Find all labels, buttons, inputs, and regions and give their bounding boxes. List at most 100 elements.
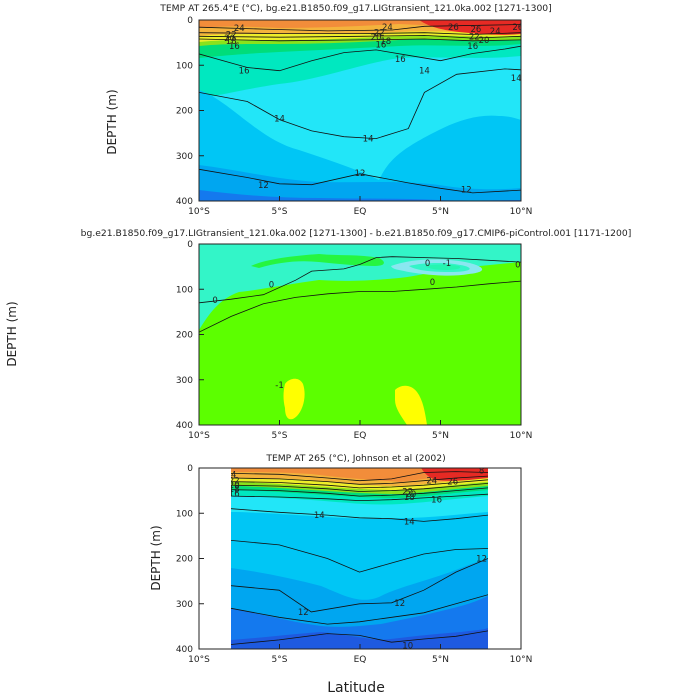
contour-label: 14 (314, 511, 325, 521)
contour-label: 0 (430, 278, 435, 288)
panel-2-y-tick-label: 100 (176, 285, 193, 295)
contour-line-0 (199, 256, 521, 304)
panel-2-axes: 10°S 5°S EQ 5°N 10°N 0 100 200 300 400 (176, 240, 533, 441)
panel-3-x-tick-label: EQ (354, 655, 367, 665)
contour-label: 24 (426, 477, 437, 487)
contour-line-12 (199, 168, 521, 194)
contour-label: 14 (419, 67, 430, 77)
panel-2-y-tick-label: 300 (176, 376, 193, 386)
x-axis-label: Latitude (327, 680, 385, 696)
contour-line-18 (231, 483, 488, 492)
contour-label: 14 (363, 135, 374, 145)
contour-label: 16 (375, 40, 386, 50)
panel-2-x-tick-label: 10°S (188, 431, 210, 441)
panel-3-y-label: DEPTH (m) (149, 525, 163, 590)
contour-label: 12 (298, 608, 309, 618)
diff-yellow-1 (283, 378, 305, 420)
contour-label: 16 (431, 496, 442, 506)
panel-1-x-tick-label: 5°N (432, 207, 449, 217)
panel-3-y-tick-label: 0 (187, 464, 193, 474)
contour-line-0 (199, 280, 521, 333)
contour-line-22 (199, 32, 521, 35)
contour-label: 14 (511, 74, 522, 84)
contour-label: 26 (447, 478, 458, 488)
contour-label: 24 (234, 24, 245, 34)
contour-line-12 (231, 558, 488, 613)
panel-3-y-tick-label: 200 (176, 555, 193, 565)
contour-label: 22 (374, 29, 385, 39)
panel-3-title: TEMP AT 265 (°C), Johnson et al (2002) (265, 453, 445, 464)
contour-label: 0 (515, 260, 520, 270)
contour-label: 16 (395, 55, 406, 65)
contour-label: 12 (258, 181, 269, 191)
contour-label: 26 (512, 23, 523, 33)
contour-line-20 (199, 34, 521, 39)
contour-line-15 (231, 493, 488, 502)
panel-1-y-tick-label: 0 (187, 16, 193, 26)
contour-label: 12 (461, 186, 472, 196)
contour-label: 16 (229, 42, 240, 52)
contour-label: 0 (425, 259, 430, 269)
contour-label: 20 (229, 481, 240, 491)
panel-2-contours (199, 256, 521, 333)
contour-label: -1 (275, 381, 283, 391)
contour-line-22 (231, 475, 488, 485)
obs-10 (231, 628, 488, 649)
contour-label: 20 (479, 36, 490, 46)
contour-line-18 (199, 38, 521, 42)
band-26 (419, 20, 521, 35)
contour-label: -1 (443, 259, 451, 269)
panel-3-x-tick-label: 5°N (432, 655, 449, 665)
panel-1-y-tick-label: 100 (176, 61, 193, 71)
panel-2: bg.e21.B1850.f09_g17.LIGtransient_121.0k… (5, 228, 631, 441)
panel-3: TEMP AT 265 (°C), Johnson et al (2002) D… (149, 453, 532, 665)
panel-2-x-tick-label: 5°N (432, 431, 449, 441)
contour-label: 24 (226, 470, 237, 480)
contour-label: 12 (394, 599, 405, 609)
contour-label: 18 (380, 37, 391, 47)
contour-label: 26 (448, 23, 459, 33)
panel-1: TEMP AT 265.4°E (°C), bg.e21.B1850.f09_g… (105, 3, 552, 217)
panel-1-x-tick-label: 5°S (272, 207, 288, 217)
contour-line-16 (231, 487, 488, 497)
panel-1-y-tick-label: 200 (176, 107, 193, 117)
contour-line-24 (199, 24, 521, 32)
contour-label: 22 (226, 31, 237, 41)
panel-2-y-tick-label: 200 (176, 331, 193, 341)
diff-negative-3 (425, 264, 461, 270)
contour-label: 0 (269, 281, 274, 291)
panel-3-x-tick-label: 5°S (272, 655, 288, 665)
contour-label: 16 (239, 67, 250, 77)
panel-2-x-tick-label: EQ (354, 431, 367, 441)
contour-label: 22 (469, 32, 480, 42)
panel-2-y-tick-label: 400 (176, 421, 193, 431)
contour-label: 18 (229, 485, 240, 495)
contour-label: 12 (355, 169, 366, 179)
contour-label: 0 (212, 296, 217, 306)
contour-line-14 (231, 508, 488, 522)
panel-3-x-tick-label: 10°N (510, 655, 533, 665)
panel-1-y-tick-label: 400 (176, 197, 193, 207)
contour-label: 26 (470, 25, 481, 35)
band-12 (199, 165, 521, 201)
contour-label: 22 (229, 477, 240, 487)
contour-label: 20 (405, 490, 416, 500)
band-13 (199, 90, 521, 201)
contour-line-16 (199, 45, 521, 72)
panel-1-title: TEMP AT 265.4°E (°C), bg.e21.B1850.f09_g… (159, 3, 551, 14)
contour-line-20 (231, 479, 488, 489)
panel-3-contours (231, 471, 488, 645)
contour-label: 24 (490, 27, 501, 37)
panel-2-title: bg.e21.B1850.f09_g17.LIGtransient_121.0k… (81, 228, 632, 239)
contour-label: 20 (224, 34, 235, 44)
diff-green-blob (251, 254, 384, 268)
panel-1-y-tick-label: 300 (176, 152, 193, 162)
panel-1-y-label: DEPTH (m) (105, 89, 119, 154)
